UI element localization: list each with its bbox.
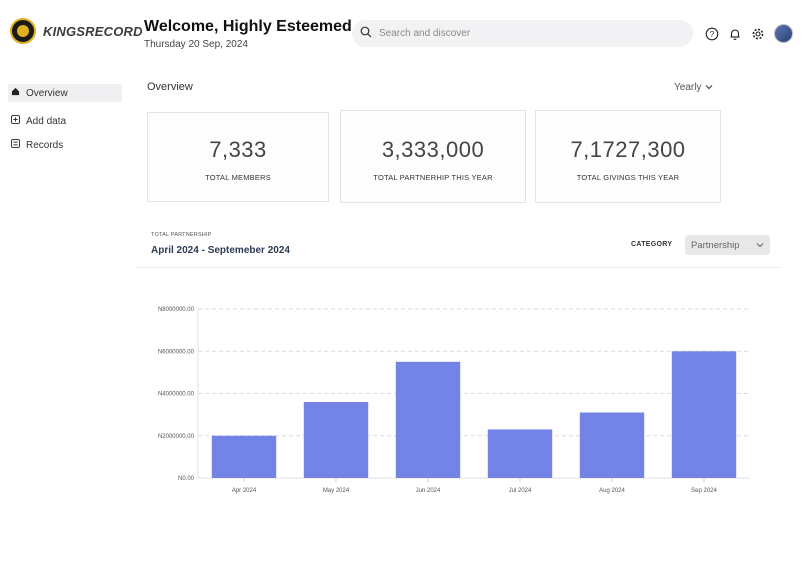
add-square-icon [11, 115, 20, 127]
period-value: Yearly [674, 82, 702, 93]
category-label: CATEGORY [631, 241, 673, 248]
y-tick-label: N2000000.00 [158, 434, 195, 440]
brand-name: KINGSRECORD [43, 23, 143, 39]
y-tick-label: N4000000.00 [158, 392, 195, 398]
stat-card-givings: 7,1727,300 TOTAL GIVINGS THIS YEAR [535, 110, 721, 203]
sidebar: Overview Add data Records [8, 84, 122, 154]
sidebar-item-label: Overview [26, 87, 68, 99]
y-tick-label: N8000000.00 [158, 307, 195, 313]
gear-icon[interactable] [751, 27, 765, 41]
stat-label: TOTAL GIVINGS THIS YEAR [576, 173, 680, 182]
y-tick-label: N0.00 [178, 476, 195, 482]
chevron-down-icon [756, 240, 764, 251]
x-tick-label: Aug 2024 [599, 488, 625, 494]
category-value: Partnership [691, 239, 740, 251]
sidebar-item-add-data[interactable]: Add data [8, 112, 122, 130]
stat-label: TOTAL MEMBERS [205, 173, 271, 182]
stat-value: 7,1727,300 [570, 137, 686, 162]
search-icon [360, 25, 372, 43]
chart-subtitle: TOTAL PARTNERSHIP [151, 232, 212, 238]
sidebar-item-records[interactable]: Records [8, 136, 122, 154]
header-actions: ? [705, 24, 793, 43]
lion-logo-icon [10, 18, 36, 44]
search-bar[interactable] [352, 20, 693, 47]
stat-card-partnership: 3,333,000 TOTAL PARTNERHIP THIS YEAR [340, 110, 526, 203]
brand-logo[interactable]: KINGSRECORD [10, 18, 143, 44]
period-dropdown[interactable]: Yearly [674, 82, 713, 93]
stat-value: 7,333 [209, 137, 267, 162]
bar-jul-2024 [487, 429, 553, 478]
stat-value: 3,333,000 [381, 137, 485, 162]
search-input[interactable] [379, 28, 669, 39]
chevron-down-icon [705, 82, 713, 93]
bar-sep-2024 [671, 351, 737, 478]
records-icon [11, 139, 20, 151]
sidebar-item-overview[interactable]: Overview [8, 84, 122, 102]
bar-aug-2024 [579, 412, 645, 478]
category-select[interactable]: Partnership [685, 235, 770, 255]
help-icon[interactable]: ? [705, 27, 719, 41]
sidebar-item-label: Add data [26, 115, 67, 127]
x-tick-label: Jun 2024 [416, 488, 441, 494]
bar-may-2024 [303, 401, 369, 478]
bell-icon[interactable] [728, 27, 742, 41]
stat-card-members: 7,333 TOTAL MEMBERS [147, 112, 329, 202]
chart-date-range: April 2024 - Septemeber 2024 [151, 245, 290, 256]
divider [136, 267, 781, 268]
welcome-block: Welcome, Highly Esteemed Thursday 20 Sep… [144, 18, 352, 50]
x-tick-label: Sep 2024 [691, 488, 717, 494]
page-title: Welcome, Highly Esteemed [144, 18, 352, 35]
avatar[interactable] [774, 24, 793, 43]
bar-apr-2024 [211, 435, 277, 478]
y-tick-label: N6000000.00 [158, 349, 195, 355]
section-title: Overview [147, 81, 193, 93]
stat-label: TOTAL PARTNERHIP THIS YEAR [373, 173, 493, 182]
sidebar-item-label: Records [26, 139, 64, 151]
home-icon [11, 87, 20, 99]
svg-text:?: ? [710, 30, 715, 39]
x-tick-label: Jul 2024 [509, 488, 532, 494]
current-date: Thursday 20 Sep, 2024 [144, 39, 248, 50]
x-tick-label: Apr 2024 [232, 488, 257, 494]
bar-jun-2024 [395, 361, 461, 478]
x-tick-label: May 2024 [323, 488, 350, 494]
